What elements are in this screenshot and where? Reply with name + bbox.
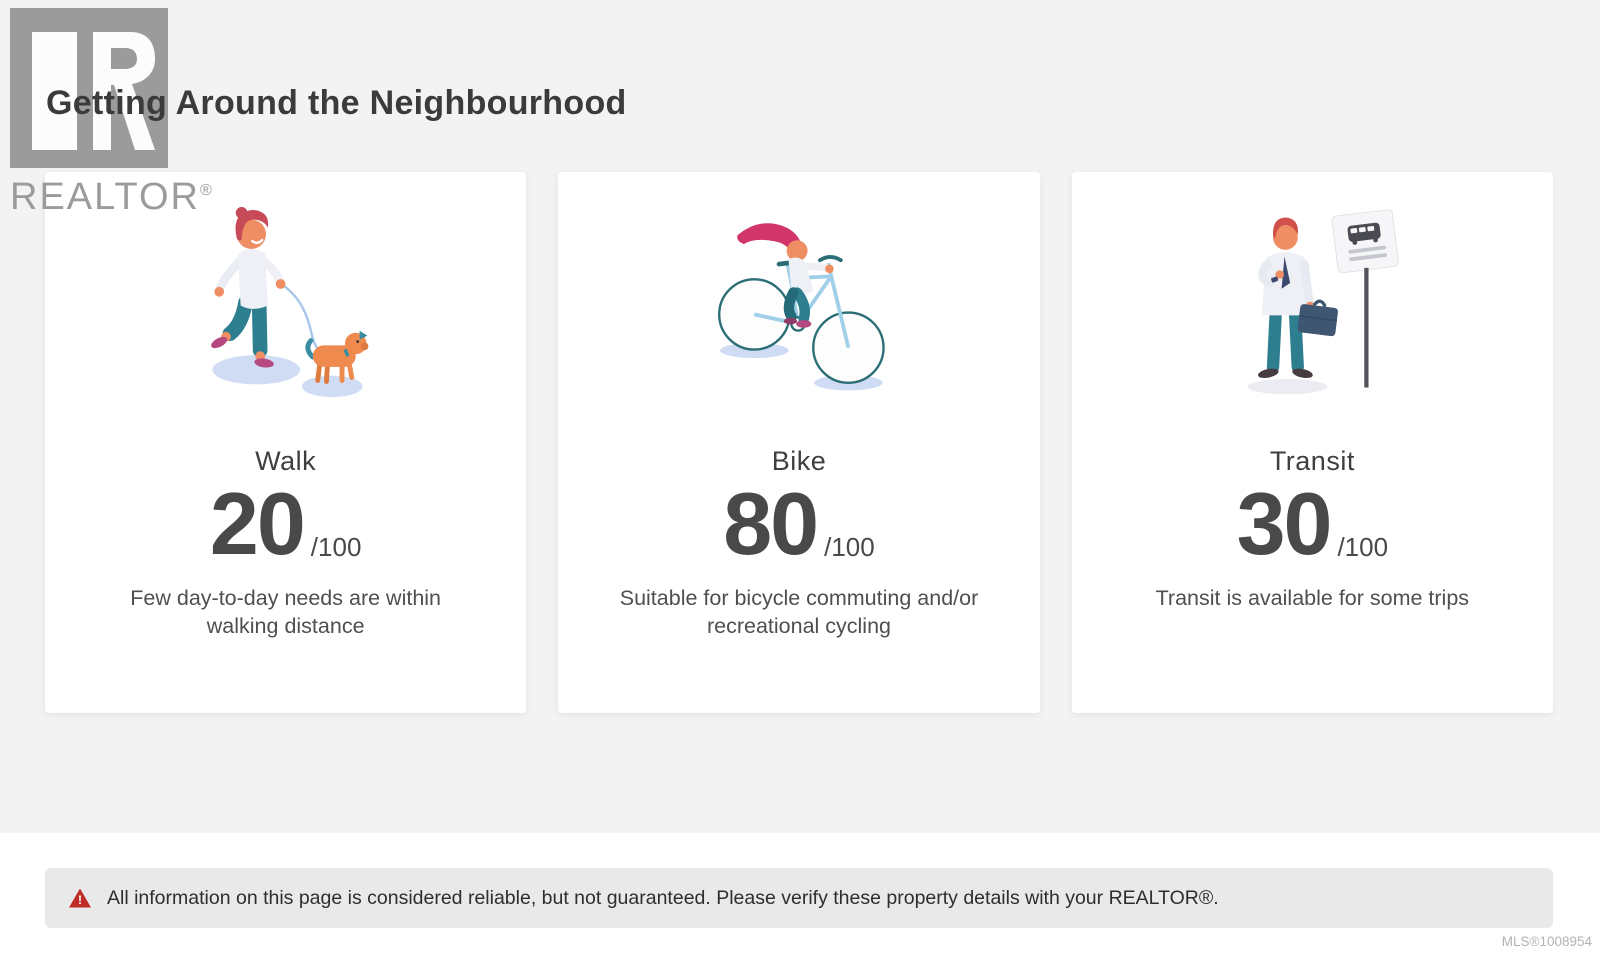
mls-number: MLS®1008954 [1501, 934, 1592, 949]
walk-score-card: Walk 20 /100 Few day-to-day needs are wi… [45, 172, 527, 713]
realtor-block-r-icon [10, 8, 168, 168]
realtor-wordmark-text: REALTOR [10, 176, 200, 218]
bike-card-description: Suitable for bicycle commuting and/or re… [620, 585, 979, 641]
bike-score-card: Bike 80 /100 Suitable for bicycle commut… [558, 172, 1040, 713]
warning-triangle-icon [69, 888, 91, 908]
bike-rider-icon [717, 223, 885, 391]
registered-mark: ® [199, 182, 212, 199]
transit-score-value: 30 [1236, 474, 1333, 573]
walk-person-dog-icon [211, 206, 369, 397]
transit-score-denominator: /100 [1337, 532, 1389, 563]
walk-card-label: Walk [255, 446, 317, 476]
realtor-watermark-logo: REALTOR® [10, 8, 212, 218]
transit-card-label: Transit [1269, 446, 1355, 476]
transit-score-row: 30 /100 [1236, 474, 1389, 573]
bike-score-value: 80 [723, 474, 819, 573]
page-title: Getting Around the Neighbourhood [46, 84, 627, 122]
transit-description-line1: Transit is available for some trips [1155, 586, 1470, 611]
bike-score-row: 80 /100 [723, 474, 875, 573]
transit-illustration [1217, 198, 1407, 408]
bike-card-label: Bike [771, 446, 827, 476]
walk-card-description: Few day-to-day needs are within walking … [130, 585, 441, 641]
walk-illustration [188, 198, 383, 408]
walk-score-value: 20 [209, 474, 306, 573]
transit-score-card: Transit 30 /100 Transit is available for… [1071, 172, 1553, 713]
score-cards-row: Walk 20 /100 Few day-to-day needs are wi… [45, 172, 1553, 713]
walk-description-line1: Few day-to-day needs are within [130, 586, 442, 611]
bike-description-line2: recreational cycling [706, 614, 891, 639]
walk-score-denominator: /100 [310, 532, 362, 563]
bike-score-denominator: /100 [824, 532, 875, 563]
walk-score-row: 20 /100 [209, 474, 362, 573]
disclaimer-text: All information on this page is consider… [107, 886, 1219, 909]
bike-description-line1: Suitable for bicycle commuting and/or [619, 586, 979, 611]
walk-description-line2: walking distance [206, 614, 365, 639]
disclaimer-bar: All information on this page is consider… [45, 868, 1553, 928]
bike-illustration [699, 198, 899, 408]
bus-stop-man-icon [1247, 209, 1400, 395]
realtor-wordmark: REALTOR® [10, 176, 212, 218]
transit-card-description: Transit is available for some trips [1156, 585, 1469, 613]
